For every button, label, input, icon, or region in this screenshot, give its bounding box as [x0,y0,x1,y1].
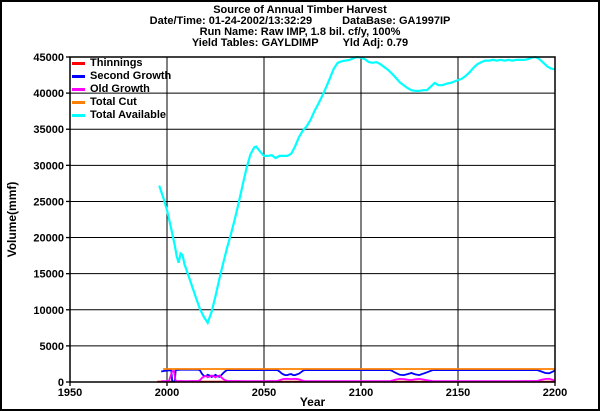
series-total-available [158,55,556,326]
legend-swatch-second-growth [72,75,85,78]
legend-item-total-available: Total Available [72,109,171,122]
datetime-label: Date/Time: 01-24-2002/13:32:29 [149,15,313,27]
legend-item-thinnings: Thinnings [72,57,171,70]
series-second-growth [161,368,556,383]
yield-tables-label: Yield Tables: GAYLDIMP [191,37,319,49]
x-tick-label-1950: 1950 [58,387,82,399]
legend-swatch-old-growth [72,88,85,91]
yld-adj-label: Yld Adj: 0.79 [342,37,409,49]
plot-frame [69,56,556,383]
legend-label-thinnings: Thinnings [90,57,143,69]
x-tick-label-2000: 2000 [155,387,179,399]
x-tick-label-2100: 2100 [349,387,373,399]
database-label: DataBase: GA1997IP [342,15,451,27]
legend-label-second-growth: Second Growth [90,70,172,82]
legend-swatch-thinnings [72,62,85,65]
legend-label-total-cut: Total Cut [90,96,137,108]
legend-swatch-total-available [72,114,85,117]
y-tick-label-40000: 40000 [33,88,64,100]
y-tick-label-35000: 35000 [33,124,64,136]
legend-item-old-growth: Old Growth [72,83,171,96]
y-tick-label-20000: 20000 [33,233,64,245]
chart-title: Source of Annual Timber Harvest [213,4,387,16]
y-tick-label-5000: 5000 [40,341,64,353]
x-tick-label-2200: 2200 [543,387,567,399]
y-tick-label-30000: 30000 [33,160,64,172]
legend-item-second-growth: Second Growth [72,70,171,83]
y-tick-label-25000: 25000 [33,196,64,208]
y-tick-label-15000: 15000 [33,269,64,281]
y-axis-title: Volume(mmf) [5,182,19,258]
header-datetime-database-line: Date/Time: 01-24-2002/13:32:29 DataBase: … [2,16,598,27]
header-yield-line: Yield Tables: GAYLDIMP Yld Adj: 0.79 [2,38,598,49]
legend-item-total-cut: Total Cut [72,96,171,109]
chart-header: Source of Annual Timber Harvest Date/Tim… [2,5,598,49]
y-tick-label-0: 0 [58,377,64,389]
y-tick-label-45000: 45000 [33,52,64,64]
legend-swatch-total-cut [72,101,85,104]
y-tick-label-10000: 10000 [33,305,64,317]
run-name-label: Run Name: Raw IMP, 1.8 bil. cf/y, 100% [199,26,401,38]
legend-label-old-growth: Old Growth [90,83,150,95]
x-tick-label-2150: 2150 [446,387,470,399]
x-axis-title: Year [300,395,326,409]
x-tick-label-2050: 2050 [252,387,276,399]
series-old-growth [161,369,556,383]
legend: Thinnings Second Growth Old Growth Total Cu… [72,57,171,122]
legend-label-total-available: Total Available [90,109,167,121]
